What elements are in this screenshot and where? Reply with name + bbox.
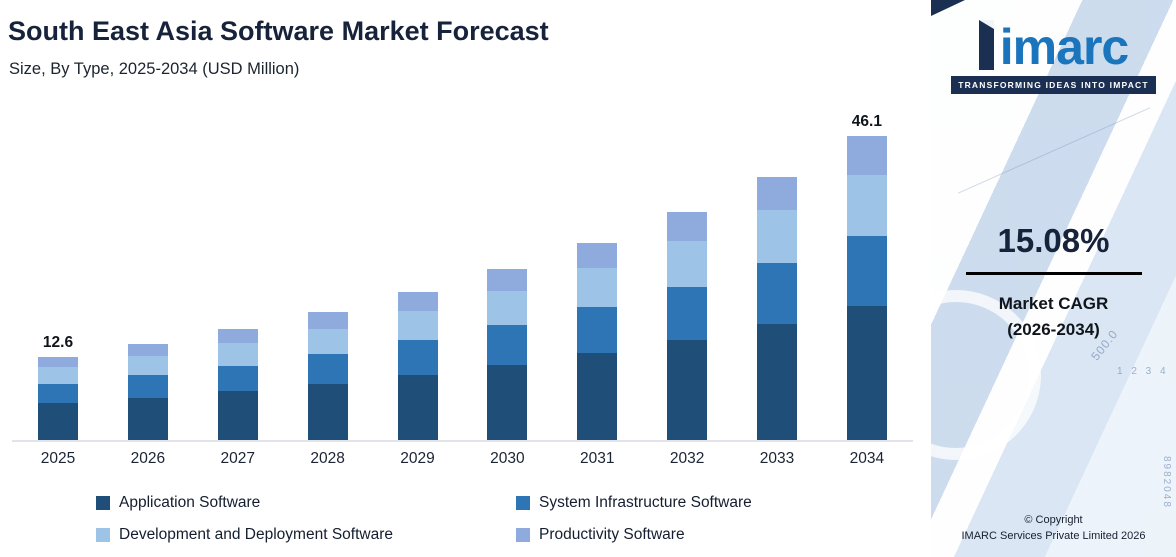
bar-column: 46.1 2034 (846, 112, 887, 467)
bar-segment (487, 325, 528, 365)
bar-segment (38, 367, 78, 384)
bar-segment (217, 391, 258, 440)
bar-column: 2033 (757, 112, 797, 467)
bar-segment (846, 236, 887, 306)
bar-segment (397, 292, 438, 311)
watermark-number: 8982048 (1161, 456, 1172, 509)
bar-segment (757, 323, 797, 440)
bar-segment (127, 356, 168, 376)
x-axis-label: 2030 (490, 450, 525, 467)
x-axis-label: 2027 (220, 450, 255, 467)
x-axis-label: 2031 (580, 450, 615, 467)
bar-segment (487, 290, 528, 326)
bar-segment (846, 306, 887, 440)
bar-segment (757, 210, 797, 264)
imarc-logo: imarc TRANSFORMING IDEAS INTO IMPACT (931, 12, 1176, 94)
legend-item: System Infrastructure Software (516, 494, 752, 512)
bar-total-label: 12.6 (42, 333, 74, 351)
bar-segment (397, 310, 438, 341)
bar-segment (38, 383, 78, 403)
bar-column: 2028 (307, 112, 348, 467)
bar-segment (846, 175, 887, 236)
bar-column: 2029 (397, 112, 438, 467)
copyright-line2: IMARC Services Private Limited 2026 (961, 530, 1146, 543)
bar-segment (577, 352, 618, 440)
legend-label: System Infrastructure Software (539, 494, 752, 511)
imarc-tagline: TRANSFORMING IDEAS INTO IMPACT (951, 76, 1156, 94)
imarc-logo-text: imarc (999, 19, 1129, 75)
x-axis-label: 2026 (130, 450, 166, 467)
chart-area: South East Asia Software Market Forecast… (8, 16, 913, 544)
chart-subtitle: Size, By Type, 2025-2034 (USD Million) (9, 60, 300, 78)
bar-segment (38, 356, 78, 368)
bar-segment (577, 242, 618, 268)
bars-row: 12.6 2025 2026 2027 2028 2029 2030 2031 2032 2033… (12, 112, 913, 467)
watermark-number: 1 2 3 4 (1117, 366, 1169, 377)
legend-swatch (516, 528, 530, 542)
bar-column: 2027 (217, 112, 258, 467)
bar-segment (307, 328, 348, 355)
bar-plot: 12.6 2025 2026 2027 2028 2029 2030 2031 2032 2033… (12, 112, 913, 467)
bar-segment (757, 263, 797, 324)
brand-panel: 500.0 1 2 3 4 8982048 imarc TRANSFORMING… (931, 0, 1176, 557)
corner-decoration (931, 0, 965, 16)
cagr-label: Market CAGR (2026-2034) (931, 291, 1176, 342)
copyright-line1: © Copyright (1024, 514, 1083, 527)
bar-column: 12.6 2025 (38, 112, 78, 467)
x-axis-label: 2029 (400, 450, 435, 467)
bar-segment (217, 343, 258, 366)
bar-segment (217, 365, 258, 392)
bar-column: 2031 (577, 112, 618, 467)
legend: Application Software System Infrastructur… (96, 494, 752, 544)
legend-item: Development and Deployment Software (96, 526, 516, 544)
bar-segment (307, 312, 348, 329)
x-axis-label: 2034 (849, 450, 885, 467)
bar-segment (667, 286, 708, 340)
x-axis-label: 2025 (40, 450, 76, 467)
chart-title: South East Asia Software Market Forecast (8, 16, 549, 46)
bar-segment (127, 397, 168, 440)
legend-label: Development and Deployment Software (119, 526, 393, 543)
bar-segment (397, 374, 438, 440)
bar-total-label: 46.1 (851, 112, 882, 130)
legend-swatch (96, 528, 110, 542)
cagr-value: 15.08% (997, 222, 1110, 259)
bar-segment (487, 269, 528, 291)
bar-segment (127, 343, 168, 357)
x-axis-label: 2032 (669, 450, 705, 467)
bar-segment (307, 354, 348, 384)
cagr-label-line1: Market CAGR (998, 294, 1109, 313)
bar-segment (38, 403, 78, 440)
legend-item: Application Software (96, 494, 516, 512)
cagr-block: 15.08% Market CAGR (2026-2034) (931, 222, 1176, 342)
copyright: © Copyright IMARC Services Private Limit… (931, 513, 1176, 545)
bar-segment (487, 364, 528, 440)
bar-segment (667, 339, 708, 440)
bar-segment (846, 135, 887, 176)
bar-column: 2030 (487, 112, 528, 467)
bar-segment (667, 241, 708, 287)
cagr-label-line2: (2026-2034) (1007, 319, 1100, 339)
bar-segment (577, 267, 618, 308)
cagr-divider (965, 272, 1142, 275)
bar-segment (577, 307, 618, 353)
legend-swatch (96, 496, 110, 510)
legend-label: Productivity Software (539, 526, 685, 543)
imarc-logo-mark (978, 20, 994, 70)
bar-segment (217, 329, 258, 344)
bar-segment (757, 176, 797, 211)
bar-column: 2032 (667, 112, 708, 467)
legend-item: Productivity Software (516, 526, 752, 544)
bar-segment (127, 375, 168, 398)
x-axis-label: 2028 (310, 450, 345, 467)
legend-swatch (516, 496, 530, 510)
x-axis-label: 2033 (759, 450, 795, 467)
bar-segment (397, 340, 438, 375)
bar-segment (667, 211, 708, 242)
bar-segment (307, 383, 348, 440)
legend-label: Application Software (119, 494, 261, 511)
bar-column: 2026 (127, 112, 168, 467)
